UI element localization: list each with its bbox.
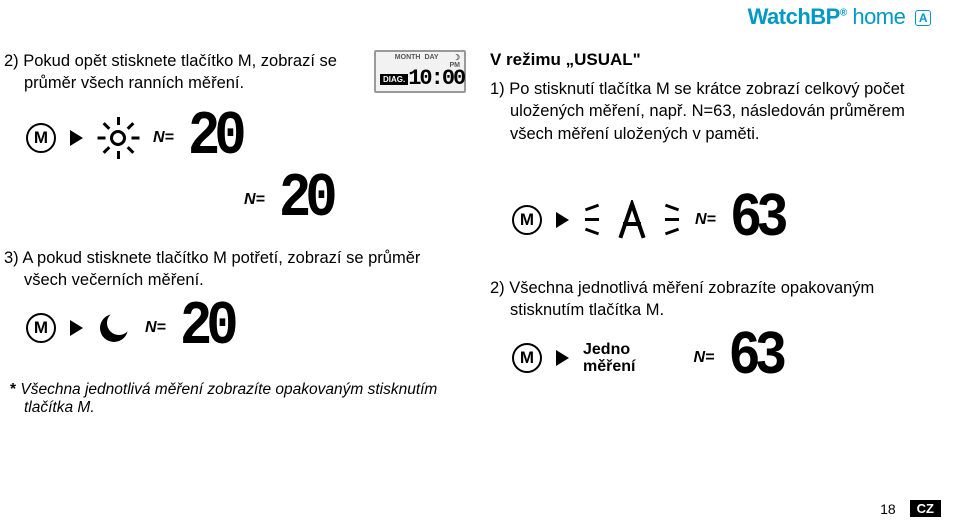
left-footnote: * Všechna jednotlivá měření zobrazíte op… [4,381,466,417]
n-equals-label: N= [145,319,166,337]
flash-right-icon [661,200,681,240]
lcd-month-label: MONTH [395,54,421,61]
flash-left-icon [583,200,603,240]
morning-value: 20 [188,106,241,168]
n-equals-label: N= [244,191,265,209]
logo-watch: WatchBP [748,4,840,29]
lcd-day-label: DAY [424,54,438,61]
right-step1-text: 1) Po stisknutí tlačítka M se krátce zob… [490,78,940,145]
sequence-morning: M N= 20 [26,111,466,165]
m-button-icon: M [26,313,56,343]
n-equals-label: N= [153,129,174,147]
left-step2-text: 2) Pokud opět stisknete tlačítko M, zobr… [4,50,364,95]
m-button-icon: M [512,343,542,373]
logo-reg: ® [840,8,847,19]
lang-badge: CZ [910,500,941,517]
single-label-line2: měření [583,358,635,376]
sequence-single: M Jedno měření N= 63 [512,331,940,385]
right-column: V režimu „USUAL" 1) Po stisknutí tlačítk… [490,50,940,399]
lcd-moon-icon: ☽ [453,54,460,62]
evening-value: 20 [180,297,233,359]
sun-icon [97,117,139,159]
page-number: 18 [880,501,896,517]
n-equals-label: N= [695,211,716,229]
arrow-icon [70,320,83,336]
asterisk-icon: * [10,381,16,398]
a-symbol-icon [617,200,647,240]
single-label-line1: Jedno [583,341,635,359]
lcd-diag-badge: DIAG. [380,74,408,85]
arrow-icon [556,350,569,366]
single-label: Jedno měření [583,341,635,376]
left-column: 2) Pokud opět stisknete tlačítko M, zobr… [4,50,466,417]
m-button-icon: M [512,205,542,235]
arrow-icon [556,212,569,228]
sequence-all: M N= 63 [512,193,940,247]
sequence-evening: M N= 20 [26,301,466,355]
right-step2-text: 2) Všechna jednotlivá měření zobrazíte o… [490,277,940,322]
n-equals-label: N= [693,349,714,367]
logo-home: home [852,4,905,29]
left-step3-text: 3) A pokud stisknete tlačítko M potřetí,… [4,247,466,292]
all-count-value: 63 [730,189,783,251]
m-button-icon: M [26,123,56,153]
moon-icon [97,311,131,345]
page-footer: 18 CZ [880,500,941,517]
mid-value: 20 [279,168,332,230]
arrow-icon [70,130,83,146]
logo-badge: A [915,10,931,26]
mode-heading: V režimu „USUAL" [490,50,940,70]
lcd-display: x MONTH DAY ☽ PM DIAG. 10:00 [374,50,466,93]
sequence-mid: N= 20 [244,173,466,227]
footnote-text: Všechna jednotlivá měření zobrazíte opak… [20,381,437,416]
single-value: 63 [728,327,781,389]
lcd-time: 10:00 [408,68,464,90]
brand-logo: WatchBP® home A [748,4,931,30]
